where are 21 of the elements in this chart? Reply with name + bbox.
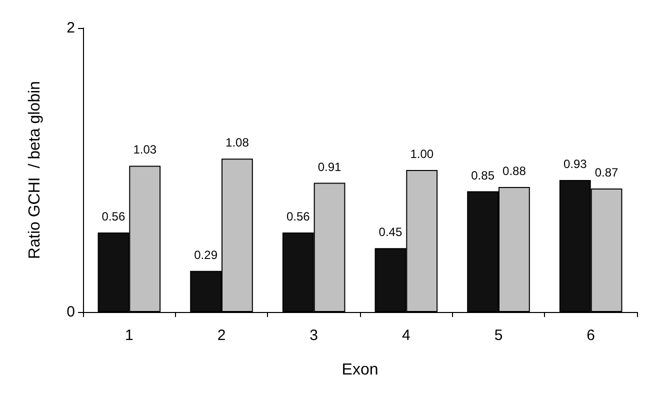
data-label: 0.91 [318,160,342,174]
y-axis-title: Ratio GCHI / beta globin [26,81,44,259]
data-label: 0.85 [471,168,495,182]
x-tick-label: 2 [217,327,226,344]
x-tick-label: 5 [494,327,503,344]
x-axis-title: Exon [342,362,378,378]
data-label: 0.93 [563,156,588,171]
data-label: 0.45 [378,225,402,240]
data-label: 1.00 [410,147,434,161]
data-label: 0.29 [194,248,218,262]
data-label: 1.03 [133,142,157,157]
y-tick-label: 0 [66,304,75,320]
x-tick-label: 4 [402,327,410,344]
data-label: 0.56 [102,209,126,224]
data-label: 0.56 [286,209,310,224]
x-tick-label: 6 [586,327,596,344]
data-label: 0.87 [594,165,619,180]
x-tick-label: 3 [310,327,318,344]
data-label: 1.08 [226,136,250,150]
data-label: 0.88 [502,164,526,178]
x-tick-label: 1 [124,327,134,344]
